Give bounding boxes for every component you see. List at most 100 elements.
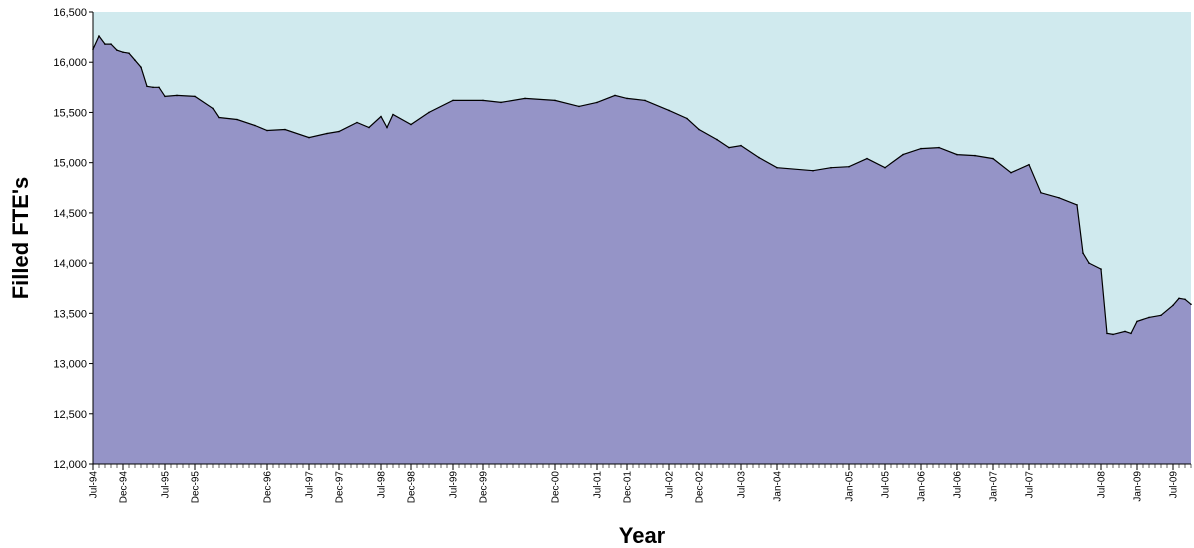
data-point bbox=[218, 116, 220, 119]
data-point bbox=[326, 132, 328, 135]
data-point bbox=[104, 43, 106, 45]
data-point bbox=[98, 35, 100, 37]
x-tick-label: Dec-02 bbox=[695, 471, 706, 504]
y-tick-label: 14,000 bbox=[53, 258, 87, 270]
x-tick-label: Dec-01 bbox=[623, 471, 634, 504]
y-tick-label: 16,500 bbox=[53, 7, 87, 19]
x-axis-title: Year bbox=[619, 523, 666, 548]
data-point bbox=[1124, 330, 1126, 333]
data-point bbox=[1106, 332, 1108, 335]
data-point bbox=[152, 86, 154, 89]
data-point bbox=[284, 128, 286, 131]
x-tick-label: Dec-00 bbox=[551, 471, 562, 504]
data-point bbox=[368, 126, 370, 129]
x-tick-label: Jul-05 bbox=[881, 471, 892, 499]
x-tick-label: Jul-94 bbox=[89, 471, 100, 499]
data-point bbox=[266, 129, 268, 132]
data-point bbox=[1190, 303, 1192, 306]
data-point bbox=[164, 95, 166, 98]
y-tick-label: 12,500 bbox=[53, 409, 87, 421]
x-tick-label: Jan-06 bbox=[917, 471, 928, 502]
data-point bbox=[920, 147, 922, 150]
data-point bbox=[866, 157, 868, 160]
data-point bbox=[938, 146, 940, 149]
data-point bbox=[410, 123, 412, 126]
y-ticks: 12,000 12,500 13,000 13,500 14,000 14,500 15,0… bbox=[53, 7, 93, 471]
x-tick-label: Jul-99 bbox=[449, 471, 460, 499]
data-point bbox=[1136, 320, 1138, 323]
data-point bbox=[452, 99, 454, 102]
data-point bbox=[758, 156, 760, 159]
data-point bbox=[380, 115, 382, 118]
data-point bbox=[596, 101, 598, 104]
x-tick-label: Jul-02 bbox=[665, 471, 676, 499]
y-axis-title: Filled FTE's bbox=[8, 177, 33, 300]
data-point bbox=[386, 126, 388, 129]
series-area bbox=[93, 36, 1191, 464]
data-point bbox=[956, 153, 958, 156]
data-point bbox=[1088, 262, 1090, 264]
data-point bbox=[668, 109, 670, 112]
data-point bbox=[500, 101, 502, 104]
data-point bbox=[158, 86, 160, 89]
data-point bbox=[1148, 316, 1150, 319]
x-tick-label: Jul-08 bbox=[1097, 471, 1108, 499]
data-point bbox=[974, 154, 976, 157]
data-point bbox=[122, 51, 124, 53]
y-tick-label: 15,000 bbox=[53, 158, 87, 170]
x-tick-label: Dec-97 bbox=[335, 471, 346, 504]
x-tick-label: Jul-06 bbox=[953, 471, 964, 499]
data-point bbox=[1076, 204, 1078, 206]
data-point bbox=[140, 66, 142, 68]
data-point bbox=[698, 128, 700, 131]
data-point bbox=[1040, 192, 1042, 194]
data-point bbox=[356, 121, 358, 124]
data-point bbox=[308, 136, 310, 139]
x-tick-label: Jul-07 bbox=[1025, 471, 1036, 499]
data-point bbox=[1178, 297, 1180, 300]
x-tick-label: Dec-98 bbox=[407, 471, 418, 504]
x-tick-label: Jan-04 bbox=[773, 471, 784, 502]
data-area-group bbox=[92, 34, 1192, 464]
y-tick-label: 12,000 bbox=[53, 459, 87, 471]
data-point bbox=[194, 95, 196, 98]
data-point bbox=[728, 146, 730, 149]
data-point bbox=[1172, 304, 1174, 307]
data-point bbox=[1112, 333, 1114, 336]
x-tick-label: Jul-97 bbox=[305, 471, 316, 499]
data-point bbox=[776, 166, 778, 169]
data-point bbox=[812, 169, 814, 172]
data-point bbox=[128, 52, 130, 54]
data-point bbox=[1082, 252, 1084, 254]
data-point bbox=[176, 94, 178, 97]
data-point bbox=[392, 113, 394, 116]
data-point bbox=[338, 130, 340, 133]
data-point bbox=[740, 144, 742, 147]
data-point bbox=[578, 105, 580, 108]
data-point bbox=[110, 43, 112, 45]
x-tick-label: Jan-05 bbox=[845, 471, 856, 502]
data-point bbox=[254, 124, 256, 127]
y-tick-label: 14,500 bbox=[53, 208, 87, 220]
y-tick-label: 16,000 bbox=[53, 57, 87, 69]
data-point bbox=[482, 99, 484, 102]
data-point bbox=[686, 117, 688, 120]
data-point bbox=[1100, 268, 1102, 270]
data-point bbox=[146, 85, 148, 88]
axes bbox=[92, 12, 1191, 465]
x-tick-label: Jan-09 bbox=[1133, 471, 1144, 502]
data-point bbox=[554, 99, 556, 102]
data-point bbox=[644, 99, 646, 102]
data-point bbox=[1028, 163, 1030, 166]
data-point bbox=[848, 165, 850, 168]
data-point bbox=[1058, 197, 1060, 199]
data-point bbox=[134, 59, 136, 61]
x-tick-label: Dec-96 bbox=[263, 471, 274, 504]
data-point bbox=[614, 94, 616, 97]
x-tick-label: Jul-09 bbox=[1169, 471, 1180, 499]
x-tick-label: Jan-07 bbox=[989, 471, 1000, 502]
data-point bbox=[830, 166, 832, 169]
data-point bbox=[1184, 298, 1186, 301]
x-tick-label: Dec-94 bbox=[119, 471, 130, 504]
